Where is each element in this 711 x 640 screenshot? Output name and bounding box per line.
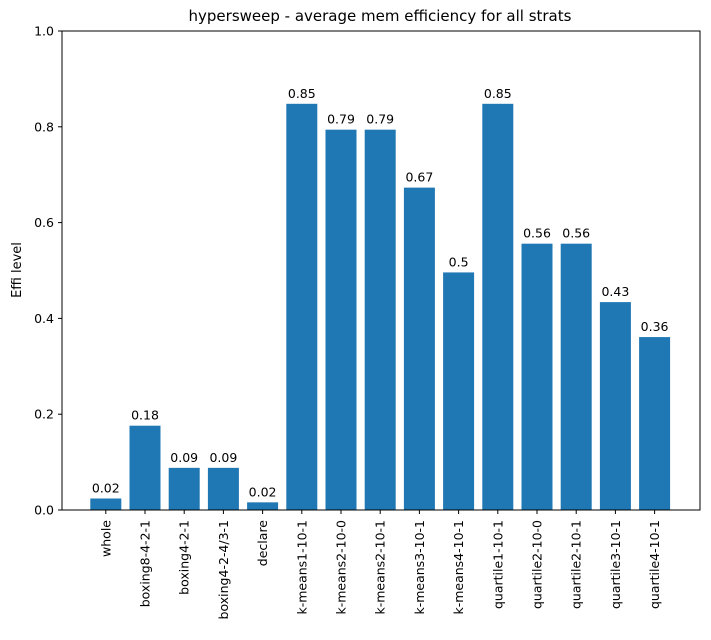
bar: [599, 302, 631, 510]
y-tick-label: 0.8: [34, 119, 54, 134]
x-tick-label: k-means3-10-1: [412, 520, 427, 615]
bar: [286, 103, 318, 510]
x-tick-label: k-means4-10-1: [451, 520, 466, 615]
x-tick-label: k-means2-10-0: [334, 520, 349, 615]
bar: [207, 467, 239, 510]
data-labels: 0.02 0.18 0.09 0.09 0.02 0.85 0.79 0.79 0.67 0.5 0…: [92, 86, 669, 500]
bar: [168, 467, 200, 510]
data-label: 0.79: [327, 112, 355, 127]
y-tick-label: 1.0: [34, 24, 54, 39]
x-axis: whole boxing8-4-2-1 boxing4-2-1 boxing4-2-4…: [98, 510, 662, 619]
y-tick-label: 0.0: [34, 503, 54, 518]
y-tick-label: 0.2: [34, 407, 54, 422]
x-tick-label: declare: [255, 520, 270, 566]
data-label: 0.85: [288, 86, 316, 101]
data-label: 0.09: [170, 450, 198, 465]
data-label: 0.02: [249, 484, 277, 499]
x-tick-label: boxing4-2-1: [177, 520, 192, 595]
bar: [129, 425, 161, 510]
chart-title: hypersweep - average mem efficiency for …: [189, 7, 572, 25]
x-tick-label: boxing4-2-4/3-1: [216, 520, 231, 619]
y-axis: 0.0 0.2 0.4 0.6 0.8 1.0: [34, 24, 62, 518]
bar: [90, 498, 122, 510]
x-tick-label: boxing8-4-2-1: [138, 520, 153, 607]
data-label: 0.09: [209, 450, 237, 465]
y-tick-label: 0.4: [34, 311, 54, 326]
bar: [639, 337, 671, 510]
y-axis-label: Effi level: [10, 242, 25, 298]
bar: [364, 129, 396, 511]
data-label: 0.5: [449, 254, 469, 269]
x-tick-label: whole: [98, 520, 113, 557]
x-tick-label: quartile2-10-1: [569, 520, 584, 609]
x-tick-label: k-means2-10-1: [373, 520, 388, 615]
data-label: 0.67: [405, 170, 433, 185]
x-tick-label: k-means1-10-1: [294, 520, 309, 615]
bar: [560, 243, 592, 510]
y-tick-label: 0.6: [34, 215, 54, 230]
data-label: 0.56: [562, 226, 590, 241]
data-label: 0.36: [641, 319, 669, 334]
bar: [403, 187, 435, 510]
data-label: 0.85: [484, 86, 512, 101]
plot-frame: [61, 30, 701, 511]
x-tick-label: quartile3-10-1: [608, 520, 623, 609]
data-label: 0.43: [601, 284, 629, 299]
bar: [247, 502, 279, 510]
data-label: 0.18: [131, 408, 159, 423]
data-label: 0.79: [366, 112, 394, 127]
bars: [90, 103, 671, 511]
data-label: 0.56: [523, 226, 551, 241]
bar: [443, 272, 475, 510]
x-tick-label: quartile1-10-1: [490, 520, 505, 609]
bar: [325, 129, 357, 511]
x-tick-label: quartile4-10-1: [647, 520, 662, 609]
bar: [482, 103, 514, 510]
x-tick-label: quartile2-10-0: [530, 520, 545, 609]
data-label: 0.02: [92, 481, 120, 496]
bar: [521, 243, 553, 510]
